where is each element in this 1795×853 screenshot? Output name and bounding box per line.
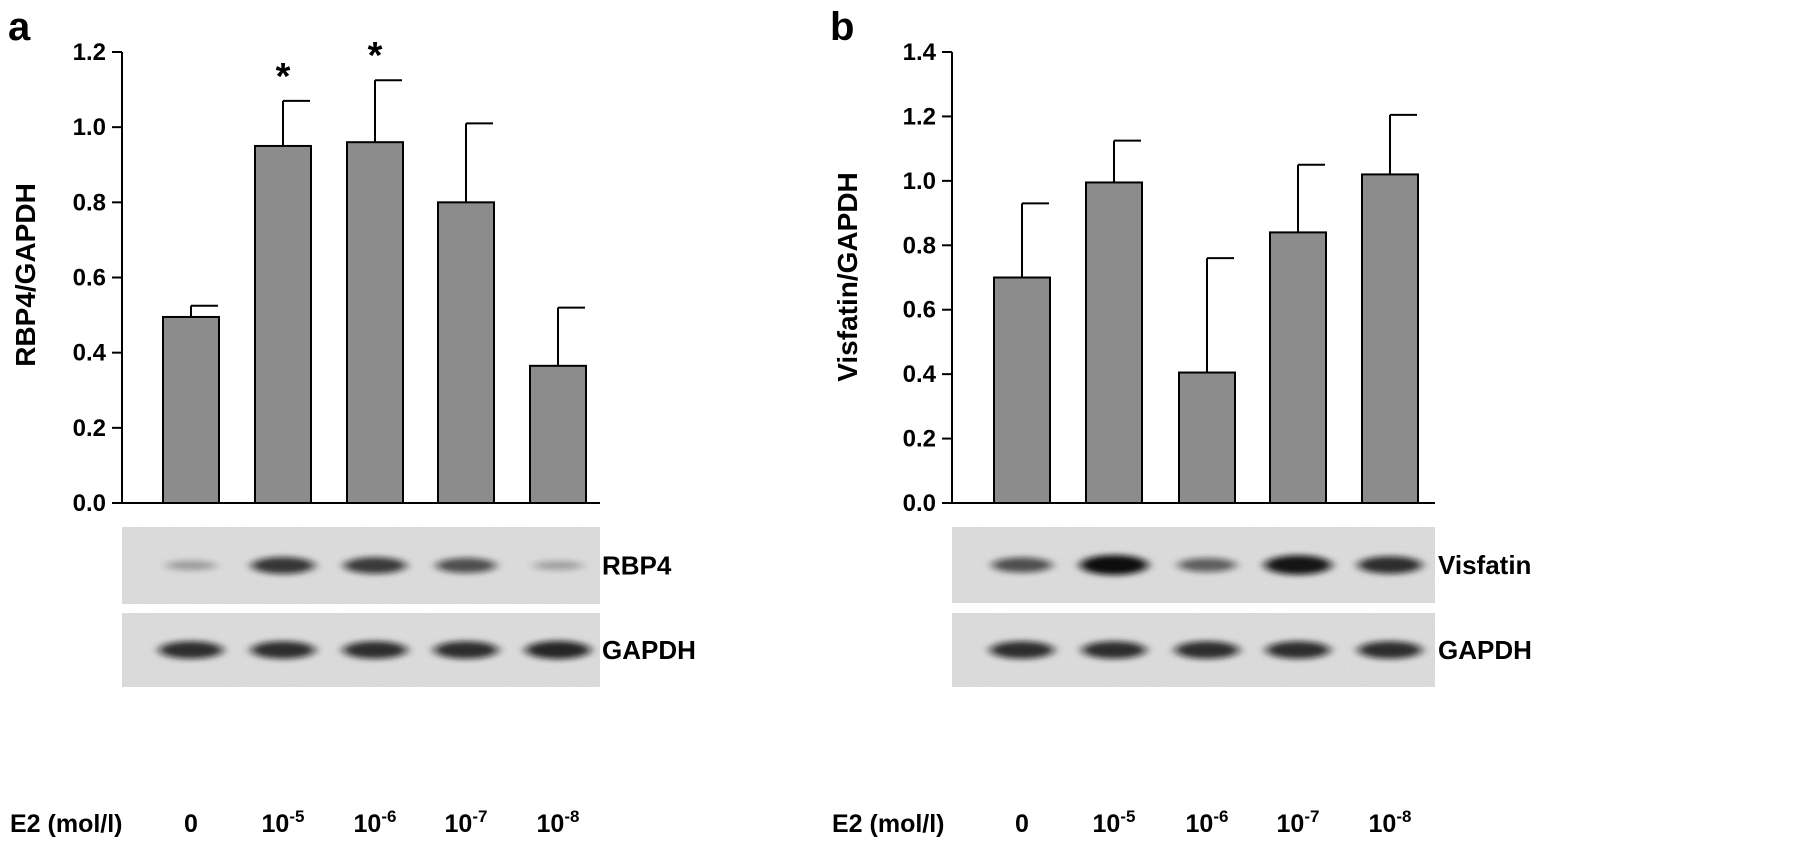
condition-values-b: 0 10-5 10-6 10-7 10-8 <box>1015 807 1411 838</box>
y-tick-label-a-5: 1.0 <box>73 114 106 141</box>
blot-strip-a-1 <box>122 613 600 687</box>
y-tick-label-a-1: 0.2 <box>73 415 106 442</box>
blot-band-b-0-1 <box>1080 555 1148 575</box>
error-bar-a-4 <box>557 306 585 366</box>
bar-a-1 <box>254 144 312 504</box>
bar-a-0 <box>162 315 220 504</box>
blot-strip-a-0 <box>122 527 600 604</box>
error-bar-b-0 <box>1021 202 1049 278</box>
condition-axis-label-a: E2 (mol/l) <box>10 810 123 838</box>
y-tick-label-b-7: 1.4 <box>903 39 937 66</box>
blot-band-a-1-3 <box>434 641 498 659</box>
condition-value-b-1: 10-5 <box>1093 807 1136 838</box>
error-bar-b-1 <box>1113 139 1141 183</box>
condition-value-a-2: 10-6 <box>354 807 397 838</box>
y-tick-label-b-1: 0.2 <box>903 426 936 453</box>
condition-values-a: 0 10-5 10-6 10-7 10-8 <box>184 807 579 838</box>
y-tick-label-a-6: 1.2 <box>73 39 106 66</box>
y-tick-label-a-3: 0.6 <box>73 265 106 292</box>
blot-band-b-1-1 <box>1082 641 1146 659</box>
panel-letter-b: b <box>830 5 854 49</box>
blot-strip-b-1 <box>952 613 1435 687</box>
plot-area-a: 0.0 0.2 0.4 0.6 0.8 1.0 1.2 * * RBP4 GAPDH <box>73 35 696 687</box>
plot-area-b: 0.0 0.2 0.4 0.6 0.8 1.0 1.2 1.4 Visfatin GAPDH <box>903 39 1532 687</box>
blot-band-a-1-0 <box>159 641 223 659</box>
condition-value-b-3: 10-7 <box>1277 807 1320 838</box>
y-tick-label-a-4: 0.8 <box>73 189 106 216</box>
y-tick-label-b-2: 0.4 <box>903 361 937 388</box>
blot-band-a-0-1 <box>251 557 315 574</box>
bar-a-2 <box>346 141 404 504</box>
bar-b-4 <box>1361 173 1419 505</box>
bar-b-0 <box>993 276 1051 504</box>
y-tick-label-b-3: 0.6 <box>903 297 936 324</box>
condition-value-b-0: 0 <box>1015 810 1029 838</box>
blot-label-b-1: GAPDH <box>1438 635 1532 665</box>
condition-value-b-2: 10-6 <box>1186 807 1229 838</box>
blot-label-a-0: RBP4 <box>602 551 672 581</box>
bar-a-3 <box>437 201 495 504</box>
blot-band-b-0-3 <box>1264 555 1332 575</box>
condition-value-a-1: 10-5 <box>262 807 305 838</box>
blot-band-b-1-3 <box>1266 641 1330 659</box>
error-bar-a-3 <box>465 122 493 203</box>
blot-band-b-0-2 <box>1178 558 1236 572</box>
y-tick-label-b-6: 1.2 <box>903 103 936 130</box>
error-bar-b-3 <box>1297 163 1325 233</box>
panel-a: a RBP4/GAPDH 0.0 0.2 0.4 0.6 0.8 1.0 1.2 * * RBP4… <box>8 5 696 687</box>
condition-value-b-4: 10-8 <box>1369 807 1412 838</box>
blot-band-a-1-2 <box>343 641 407 659</box>
blot-band-b-0-0 <box>992 557 1052 573</box>
condition-axis-label-b: E2 (mol/l) <box>832 810 945 838</box>
blot-band-a-0-4 <box>533 560 583 571</box>
blot-band-b-1-2 <box>1175 641 1239 659</box>
y-tick-label-a-2: 0.4 <box>73 340 107 367</box>
y-tick-label-b-5: 1.0 <box>903 168 936 195</box>
blot-strip-b-0 <box>952 527 1435 603</box>
blot-band-a-0-0 <box>165 560 217 571</box>
y-axis-label-a: RBP4/GAPDH <box>10 183 41 367</box>
condition-value-a-0: 0 <box>184 810 198 838</box>
panel-letter-a: a <box>8 5 31 49</box>
blot-band-a-1-1 <box>251 641 315 659</box>
blot-band-a-1-4 <box>525 640 591 660</box>
significance-mark-a-2: * <box>368 35 383 77</box>
y-tick-label-a-0: 0.0 <box>73 490 106 517</box>
blot-band-a-0-2 <box>343 557 407 574</box>
bar-b-2 <box>1178 371 1236 504</box>
blot-band-a-0-3 <box>436 557 496 574</box>
error-bar-b-2 <box>1206 257 1234 373</box>
bar-b-3 <box>1269 231 1327 504</box>
error-bar-a-0 <box>190 304 218 317</box>
blot-label-b-0: Visfatin <box>1438 550 1531 580</box>
blot-label-a-1: GAPDH <box>602 635 696 665</box>
bar-a-4 <box>529 364 587 504</box>
condition-value-a-4: 10-8 <box>537 807 580 838</box>
blot-band-b-1-4 <box>1358 641 1422 659</box>
condition-value-a-3: 10-7 <box>445 807 488 838</box>
y-axis-label-b: Visfatin/GAPDH <box>832 172 863 382</box>
error-bar-b-4 <box>1389 113 1417 175</box>
error-bar-a-2 <box>374 79 402 143</box>
bar-b-1 <box>1085 181 1143 504</box>
error-bar-a-1 <box>282 99 310 146</box>
y-tick-label-b-4: 0.8 <box>903 232 936 259</box>
panel-b: b Visfatin/GAPDH 0.0 0.2 0.4 0.6 0.8 1.0 1.2 1.… <box>830 5 1532 687</box>
y-tick-label-b-0: 0.0 <box>903 490 936 517</box>
blot-band-b-1-0 <box>990 641 1054 659</box>
significance-mark-a-1: * <box>276 56 291 98</box>
blot-band-b-0-4 <box>1358 556 1422 574</box>
